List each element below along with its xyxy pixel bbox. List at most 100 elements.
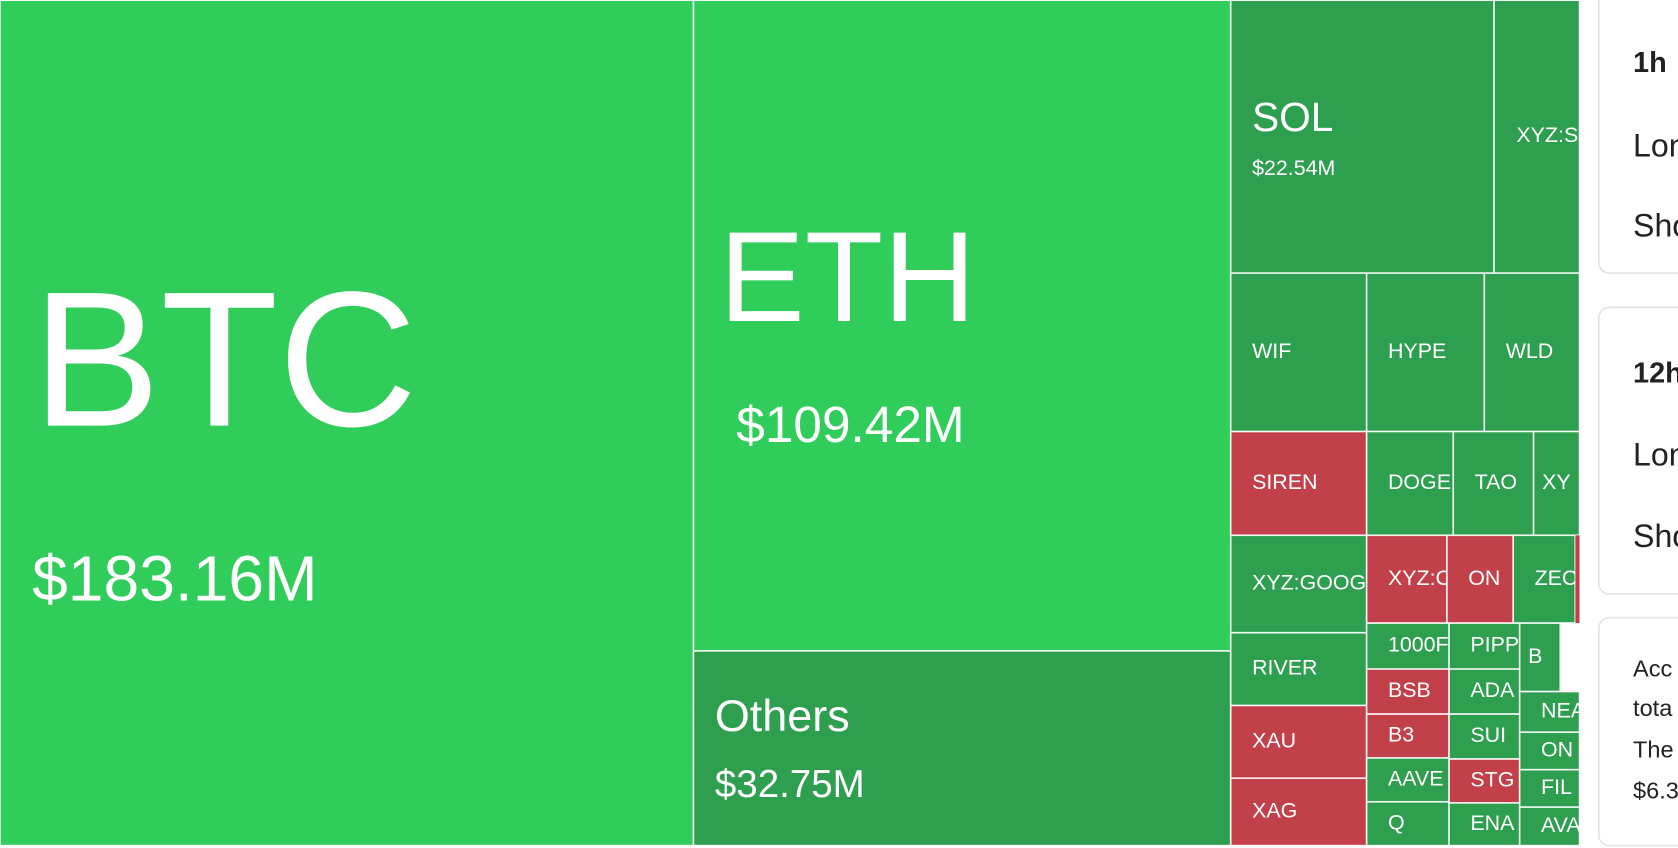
tile: Others $32.75M bbox=[693, 650, 1231, 846]
tile: TAO bbox=[1453, 431, 1534, 536]
tile-bg bbox=[1448, 758, 1520, 803]
card-line: Lon bbox=[1633, 127, 1678, 163]
tile: RIVER bbox=[1230, 632, 1367, 706]
tile-label: DOGE bbox=[1388, 470, 1451, 494]
tile: NEA bbox=[1519, 691, 1586, 733]
card-line: tota bbox=[1633, 695, 1673, 721]
tile: STG bbox=[1448, 758, 1520, 803]
tile-bg bbox=[1448, 623, 1520, 670]
card bbox=[1598, 616, 1678, 847]
tile-label: ENA bbox=[1470, 811, 1515, 835]
tile: ON bbox=[1446, 535, 1514, 624]
card-line: Acc bbox=[1633, 655, 1672, 681]
tile-bg bbox=[693, 650, 1231, 846]
tile: XY bbox=[1533, 431, 1580, 536]
tile-bg bbox=[1230, 705, 1367, 779]
tile-bg bbox=[1230, 431, 1367, 536]
tile: AVA bbox=[1519, 807, 1581, 846]
tile-value: $22.54M bbox=[1252, 156, 1335, 180]
tile-bg bbox=[1448, 714, 1520, 759]
tile: B3 bbox=[1366, 714, 1449, 758]
tile-label: AVA bbox=[1541, 813, 1581, 837]
red-sliver bbox=[1575, 535, 1580, 624]
card-title: 1h bbox=[1633, 47, 1667, 79]
tile-bg bbox=[1366, 757, 1449, 802]
tile: ADA bbox=[1448, 669, 1520, 715]
tile: XYZ:C bbox=[1366, 535, 1451, 624]
tile-bg bbox=[1230, 0, 1494, 274]
tile-bg bbox=[1513, 535, 1576, 624]
tile-bg bbox=[1446, 535, 1514, 624]
tile-bg bbox=[1366, 801, 1449, 846]
card bbox=[1598, 306, 1678, 595]
tile: FIL bbox=[1519, 769, 1580, 808]
tile-label: AAVE bbox=[1388, 766, 1443, 790]
tile: ETH $109.42M bbox=[693, 0, 1231, 651]
tile-bg bbox=[1230, 778, 1367, 846]
tile-label: XY bbox=[1542, 470, 1571, 494]
tile-bg bbox=[1519, 691, 1580, 733]
tile-label: Others bbox=[715, 690, 850, 741]
card-title: 12h bbox=[1633, 357, 1678, 389]
tile-label: XYZ:C bbox=[1388, 566, 1451, 590]
tile-bg bbox=[1366, 669, 1449, 715]
tile-label: ON bbox=[1468, 566, 1500, 590]
tile: SIREN bbox=[1230, 431, 1367, 536]
tile: Q bbox=[1366, 801, 1449, 846]
tile-label: XYZ:GOOG bbox=[1252, 571, 1366, 595]
tile-bg bbox=[1533, 431, 1580, 536]
tile-label: HYPE bbox=[1388, 339, 1446, 363]
tile: XYZ:S bbox=[1493, 0, 1580, 274]
tile: SUI bbox=[1448, 714, 1520, 759]
tile: ZEC bbox=[1513, 535, 1578, 624]
tile: B bbox=[1519, 623, 1561, 692]
tile-label: B bbox=[1528, 644, 1542, 668]
tile: AAVE bbox=[1366, 757, 1449, 802]
tile-bg bbox=[1493, 0, 1580, 274]
tile-bg bbox=[1230, 632, 1367, 706]
tile-label: ETH bbox=[719, 206, 976, 349]
card-line: Sho bbox=[1633, 518, 1678, 554]
tile: WLD bbox=[1484, 273, 1580, 432]
tile: DOGE bbox=[1366, 431, 1454, 536]
card-line: Lon bbox=[1633, 437, 1678, 473]
tile-bg bbox=[1448, 802, 1520, 846]
tile-label: ZEC bbox=[1535, 566, 1578, 590]
tile-label: WIF bbox=[1252, 339, 1291, 363]
tile-label: SIREN bbox=[1252, 470, 1317, 494]
tile-bg bbox=[1519, 623, 1561, 692]
card-line: Sho bbox=[1633, 208, 1678, 244]
tile-label: WLD bbox=[1506, 339, 1554, 363]
tile-value: $183.16M bbox=[32, 542, 318, 614]
card-line: The bbox=[1633, 737, 1674, 763]
tile: XAU bbox=[1230, 705, 1367, 779]
tile-bg bbox=[1230, 273, 1367, 432]
tile-bg bbox=[1519, 807, 1580, 846]
tile: HYPE bbox=[1366, 273, 1485, 432]
tile-bg bbox=[1366, 623, 1449, 670]
tile-bg bbox=[1366, 273, 1485, 432]
tile-label: PIPP bbox=[1470, 633, 1519, 657]
treemap: BTC $183.16M ETH $109.42M Others $32.75M SOL $2… bbox=[0, 0, 1586, 846]
card-line: $6.3 bbox=[1633, 777, 1678, 803]
tile: BTC $183.16M bbox=[0, 0, 694, 846]
tile: BSB bbox=[1366, 669, 1449, 715]
tile-label: STG bbox=[1470, 768, 1514, 792]
tile-label: XYZ:S bbox=[1516, 123, 1578, 147]
tile-label: TAO bbox=[1475, 470, 1517, 494]
tile-label: SUI bbox=[1470, 723, 1506, 747]
tile: PIPP bbox=[1448, 623, 1520, 670]
tile-label: ON bbox=[1541, 738, 1573, 762]
tile: WIF bbox=[1230, 273, 1367, 432]
tile-label: FIL bbox=[1541, 775, 1572, 799]
tile-label: NEA bbox=[1541, 699, 1586, 723]
tile-label: BTC bbox=[32, 252, 417, 467]
tile-bg bbox=[1230, 535, 1367, 633]
tile-label: B3 bbox=[1388, 723, 1414, 747]
tile-bg bbox=[0, 0, 694, 846]
tile-label: RIVER bbox=[1252, 656, 1317, 680]
tile-bg bbox=[1519, 732, 1580, 770]
tile-label: XAG bbox=[1252, 799, 1297, 823]
